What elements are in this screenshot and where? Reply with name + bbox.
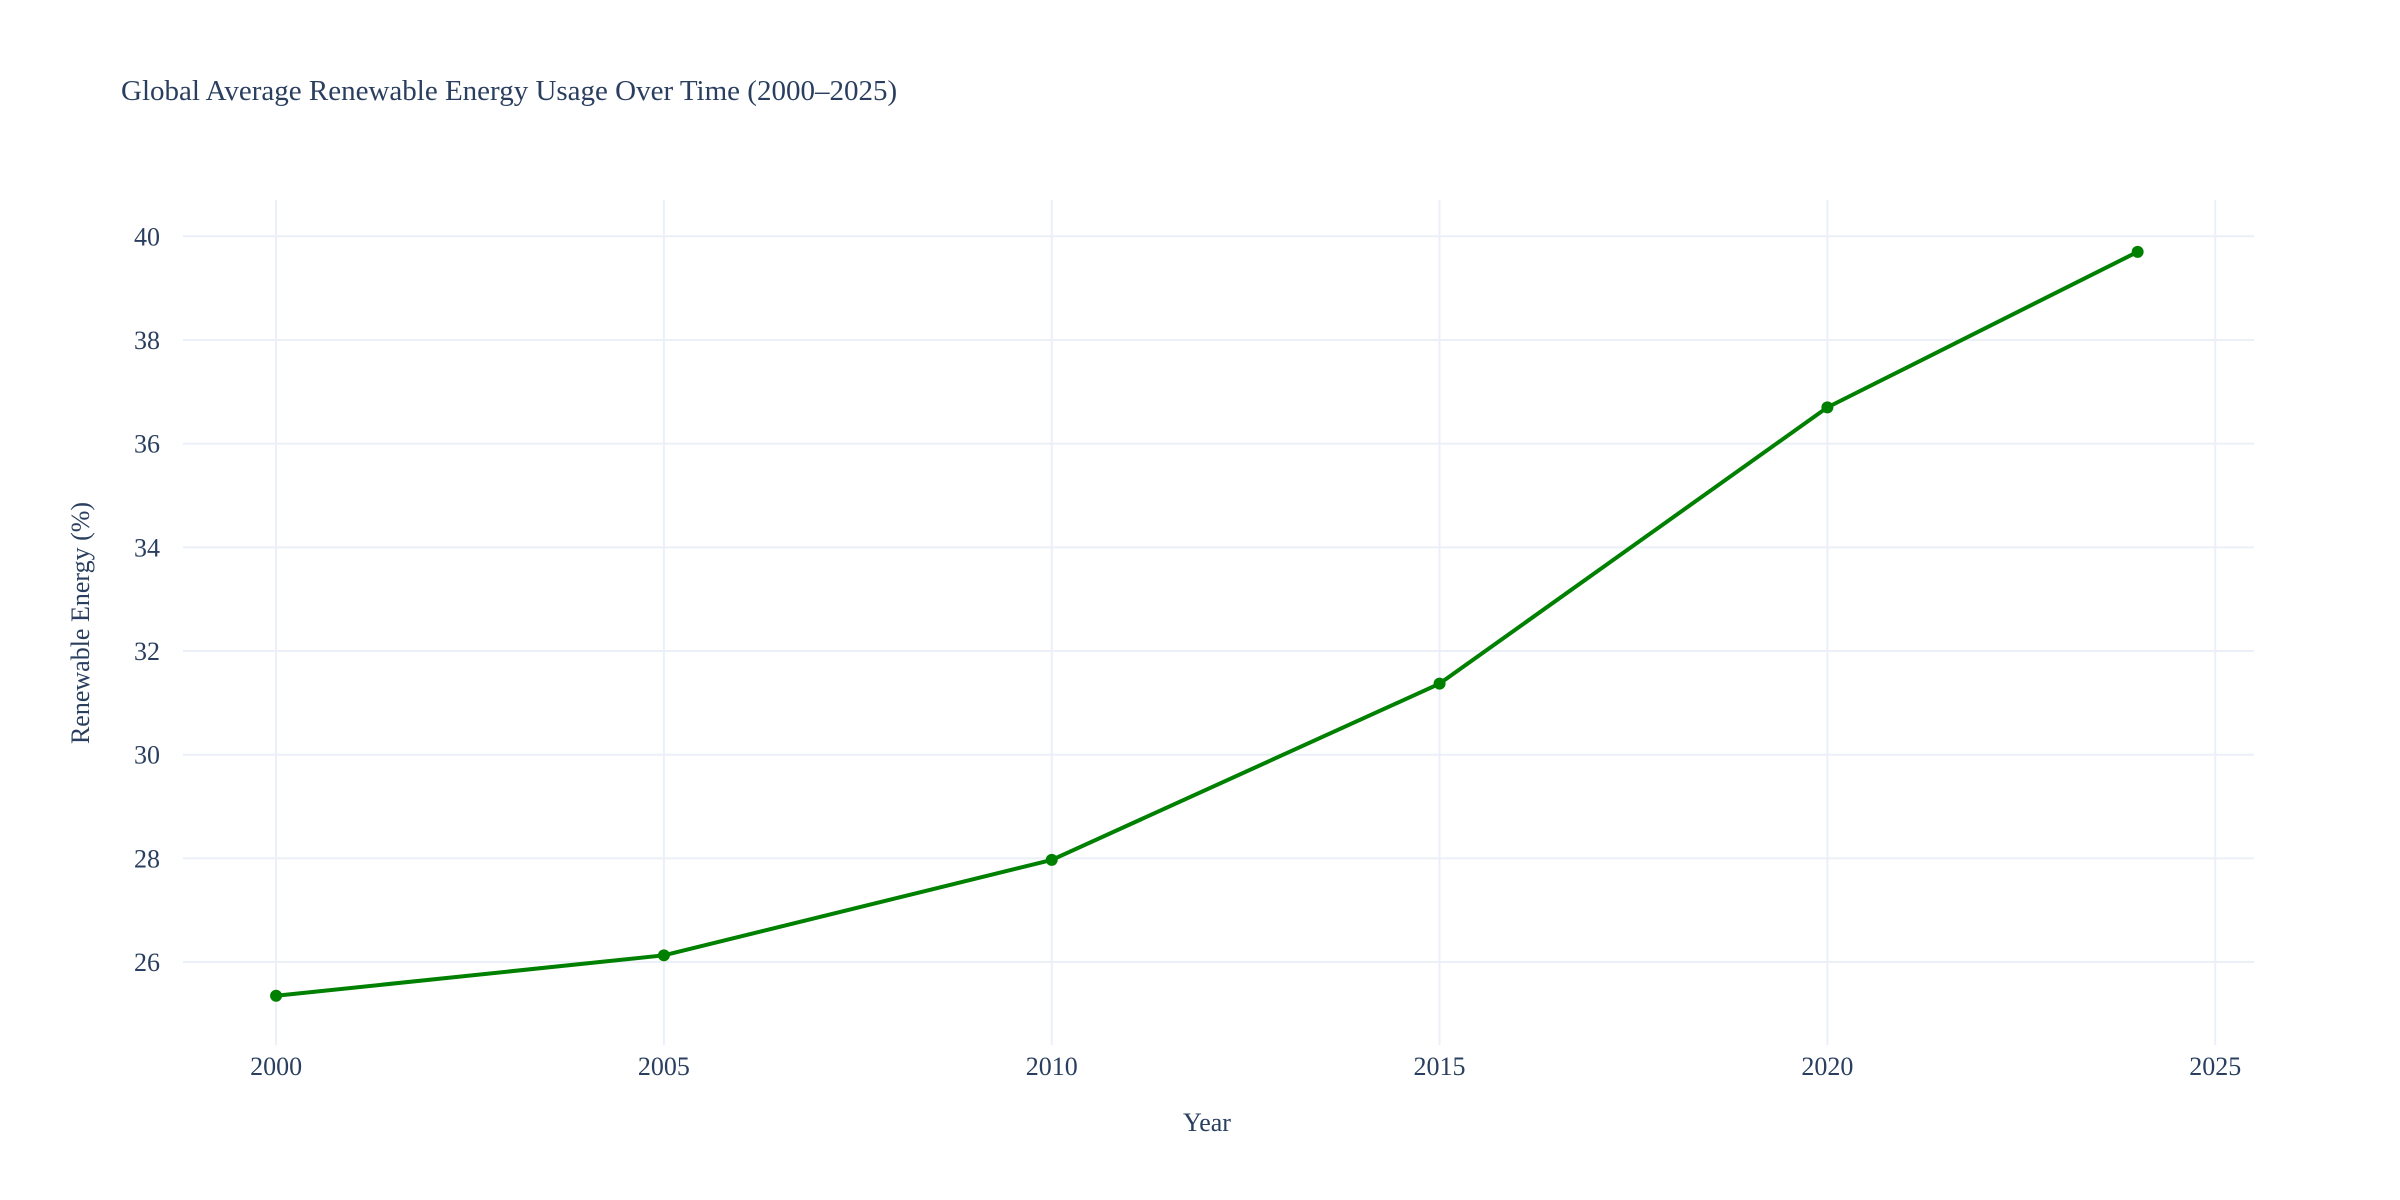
chart-title: Global Average Renewable Energy Usage Ov… [121, 75, 897, 107]
axis-ticks: 2000 2005 2010 2015 2020 2025 26 28 30 32 34 36 38 40 [134, 222, 2241, 1081]
data-point[interactable] [1433, 677, 1446, 690]
y-tick-label: 32 [134, 637, 160, 666]
data-point[interactable] [1045, 853, 1058, 866]
y-tick-label: 36 [134, 430, 160, 459]
y-tick-label: 28 [134, 844, 160, 873]
x-tick-label: 2020 [1801, 1052, 1853, 1081]
x-axis-title: Year [1183, 1108, 1231, 1137]
x-tick-label: 2025 [2189, 1052, 2241, 1081]
y-tick-label: 30 [134, 741, 160, 770]
y-axis-title: Renewable Energy (%) [66, 502, 95, 744]
data-point[interactable] [270, 989, 283, 1002]
y-tick-label: 26 [134, 948, 160, 977]
data-point[interactable] [1821, 401, 1834, 414]
y-tick-label: 38 [134, 326, 160, 355]
data-series [270, 245, 2144, 1002]
data-point[interactable] [2131, 245, 2144, 258]
x-tick-label: 2005 [638, 1052, 690, 1081]
x-tick-label: 2015 [1414, 1052, 1466, 1081]
x-tick-label: 2000 [250, 1052, 302, 1081]
data-point[interactable] [657, 949, 670, 962]
y-tick-label: 40 [134, 222, 160, 251]
grid-lines [183, 200, 2254, 1045]
y-tick-label: 34 [134, 533, 160, 562]
x-tick-label: 2010 [1026, 1052, 1078, 1081]
series-line [274, 249, 2140, 998]
